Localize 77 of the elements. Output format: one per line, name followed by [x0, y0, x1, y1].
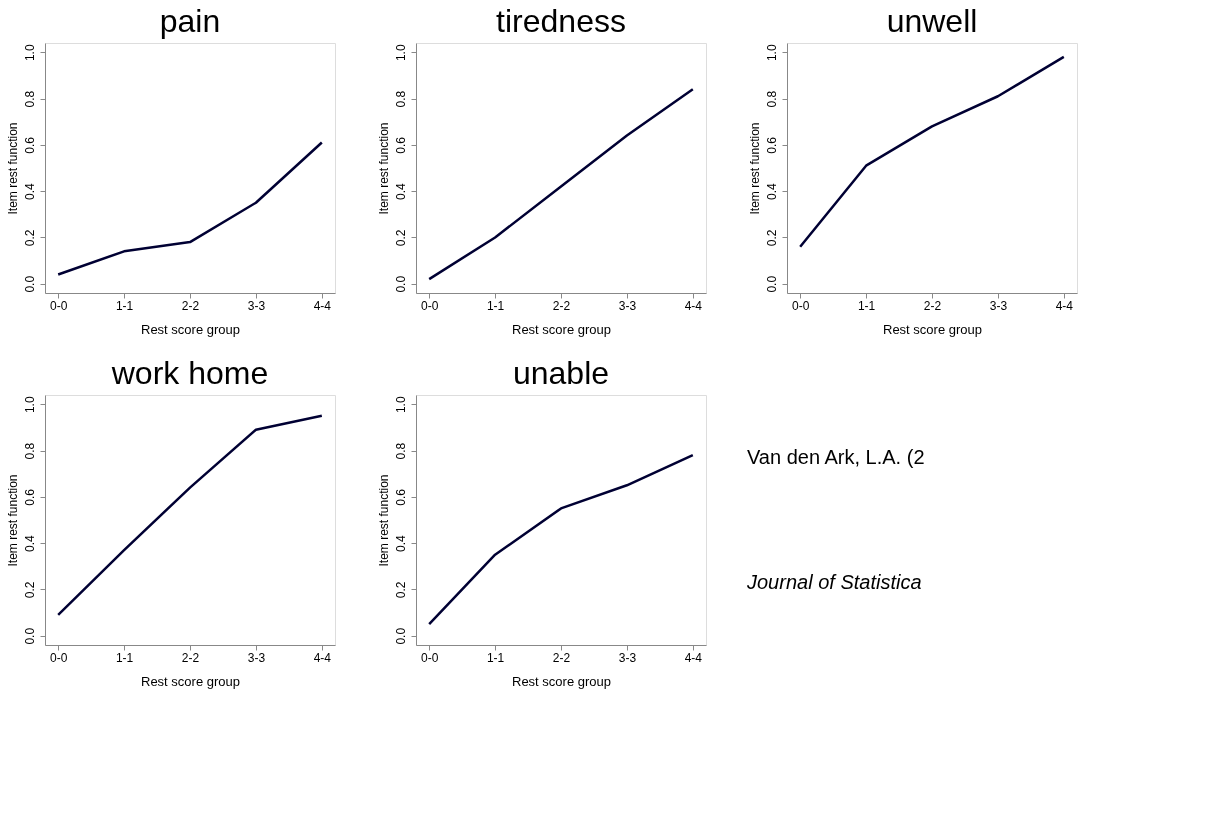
- y-tick-label: 1.0: [22, 396, 37, 414]
- y-axis-title: Item rest function: [747, 122, 762, 215]
- x-tick-label: 4-4: [684, 650, 703, 665]
- chart-title: tiredness: [496, 3, 626, 39]
- x-tick-label: 3-3: [247, 650, 266, 665]
- text: Van den Ark, L.A. (2: [747, 445, 925, 468]
- y-tick-label: 0.2: [22, 229, 37, 247]
- x-axis-title: Rest score group: [141, 673, 240, 689]
- line-series: [56, 141, 324, 276]
- x-tick-label: 2-2: [923, 298, 942, 313]
- x-tick-label: 0-0: [421, 650, 439, 665]
- x-tick-label: 3-3: [247, 298, 266, 313]
- x-tick-label: 1-1: [115, 650, 134, 665]
- y-tick-label: 0.8: [22, 442, 37, 460]
- y-tick-label: 0.0: [764, 275, 779, 293]
- x-tick-label: 0-0: [421, 298, 439, 313]
- x-tick-label: 2-2: [552, 650, 571, 665]
- y-tick-label: 0.2: [393, 581, 408, 599]
- x-tick-label: 0-0: [50, 650, 68, 665]
- y-tick-label: 0.2: [764, 229, 779, 247]
- y-tick-label: 1.0: [764, 44, 779, 62]
- y-tick-label: 0.8: [22, 90, 37, 108]
- x-tick-label: 3-3: [618, 650, 637, 665]
- y-tick-label: 1.0: [393, 396, 408, 414]
- x-tick-label: 3-3: [989, 298, 1008, 313]
- x-tick-label: 1-1: [486, 298, 505, 313]
- x-tick-label: 2-2: [181, 298, 200, 313]
- y-tick-label: 0.6: [393, 488, 408, 506]
- x-axis-title: Rest score group: [512, 673, 611, 689]
- x-tick-label: 1-1: [486, 650, 505, 665]
- chart-title: unwell: [886, 3, 978, 39]
- y-tick-label: 0.6: [22, 136, 37, 154]
- text: Journal of Statistica: [746, 570, 922, 593]
- line-series: [427, 453, 695, 626]
- y-axis-title: Item rest function: [376, 474, 391, 567]
- x-tick-label: 4-4: [1055, 298, 1074, 313]
- y-tick-label: 0.4: [22, 534, 37, 552]
- y-tick-label: 0.0: [393, 627, 408, 645]
- x-tick-label: 3-3: [618, 298, 637, 313]
- y-tick-label: 1.0: [393, 44, 408, 62]
- y-tick-label: 0.4: [393, 182, 408, 200]
- x-tick-label: 2-2: [552, 298, 571, 313]
- x-tick-label: 2-2: [181, 650, 200, 665]
- x-axis-title: Rest score group: [512, 321, 611, 337]
- x-tick-label: 0-0: [50, 298, 68, 313]
- y-tick-label: 0.2: [22, 581, 37, 599]
- x-tick-label: 4-4: [313, 650, 332, 665]
- y-axis-title: Item rest function: [376, 122, 391, 215]
- chart-title: unable: [512, 355, 610, 391]
- x-tick-label: 0-0: [792, 298, 810, 313]
- y-tick-label: 1.0: [22, 44, 37, 62]
- y-tick-label: 0.8: [393, 442, 408, 460]
- x-tick-label: 4-4: [313, 298, 332, 313]
- y-tick-label: 0.6: [764, 136, 779, 154]
- line-series: [56, 414, 324, 617]
- y-tick-label: 0.8: [393, 90, 408, 108]
- line-series: [798, 55, 1066, 248]
- y-tick-label: 0.4: [393, 534, 408, 552]
- y-tick-label: 0.0: [393, 275, 408, 293]
- chart-title: pain: [159, 3, 221, 39]
- y-axis-title: Item rest function: [5, 474, 20, 567]
- y-tick-label: 0.6: [393, 136, 408, 154]
- x-axis-title: Rest score group: [883, 321, 982, 337]
- y-axis-title: Item rest function: [5, 122, 20, 215]
- y-tick-label: 0.8: [764, 90, 779, 108]
- x-tick-label: 1-1: [857, 298, 876, 313]
- y-tick-label: 0.0: [22, 275, 37, 293]
- y-tick-label: 0.4: [764, 182, 779, 200]
- x-tick-label: 1-1: [115, 298, 134, 313]
- x-tick-label: 4-4: [684, 298, 703, 313]
- y-tick-label: 0.0: [22, 627, 37, 645]
- x-axis-title: Rest score group: [141, 321, 240, 337]
- chart-title: work home: [110, 355, 269, 391]
- line-series: [427, 88, 695, 281]
- y-tick-label: 0.4: [22, 182, 37, 200]
- y-tick-label: 0.2: [393, 229, 408, 247]
- y-tick-label: 0.6: [22, 488, 37, 506]
